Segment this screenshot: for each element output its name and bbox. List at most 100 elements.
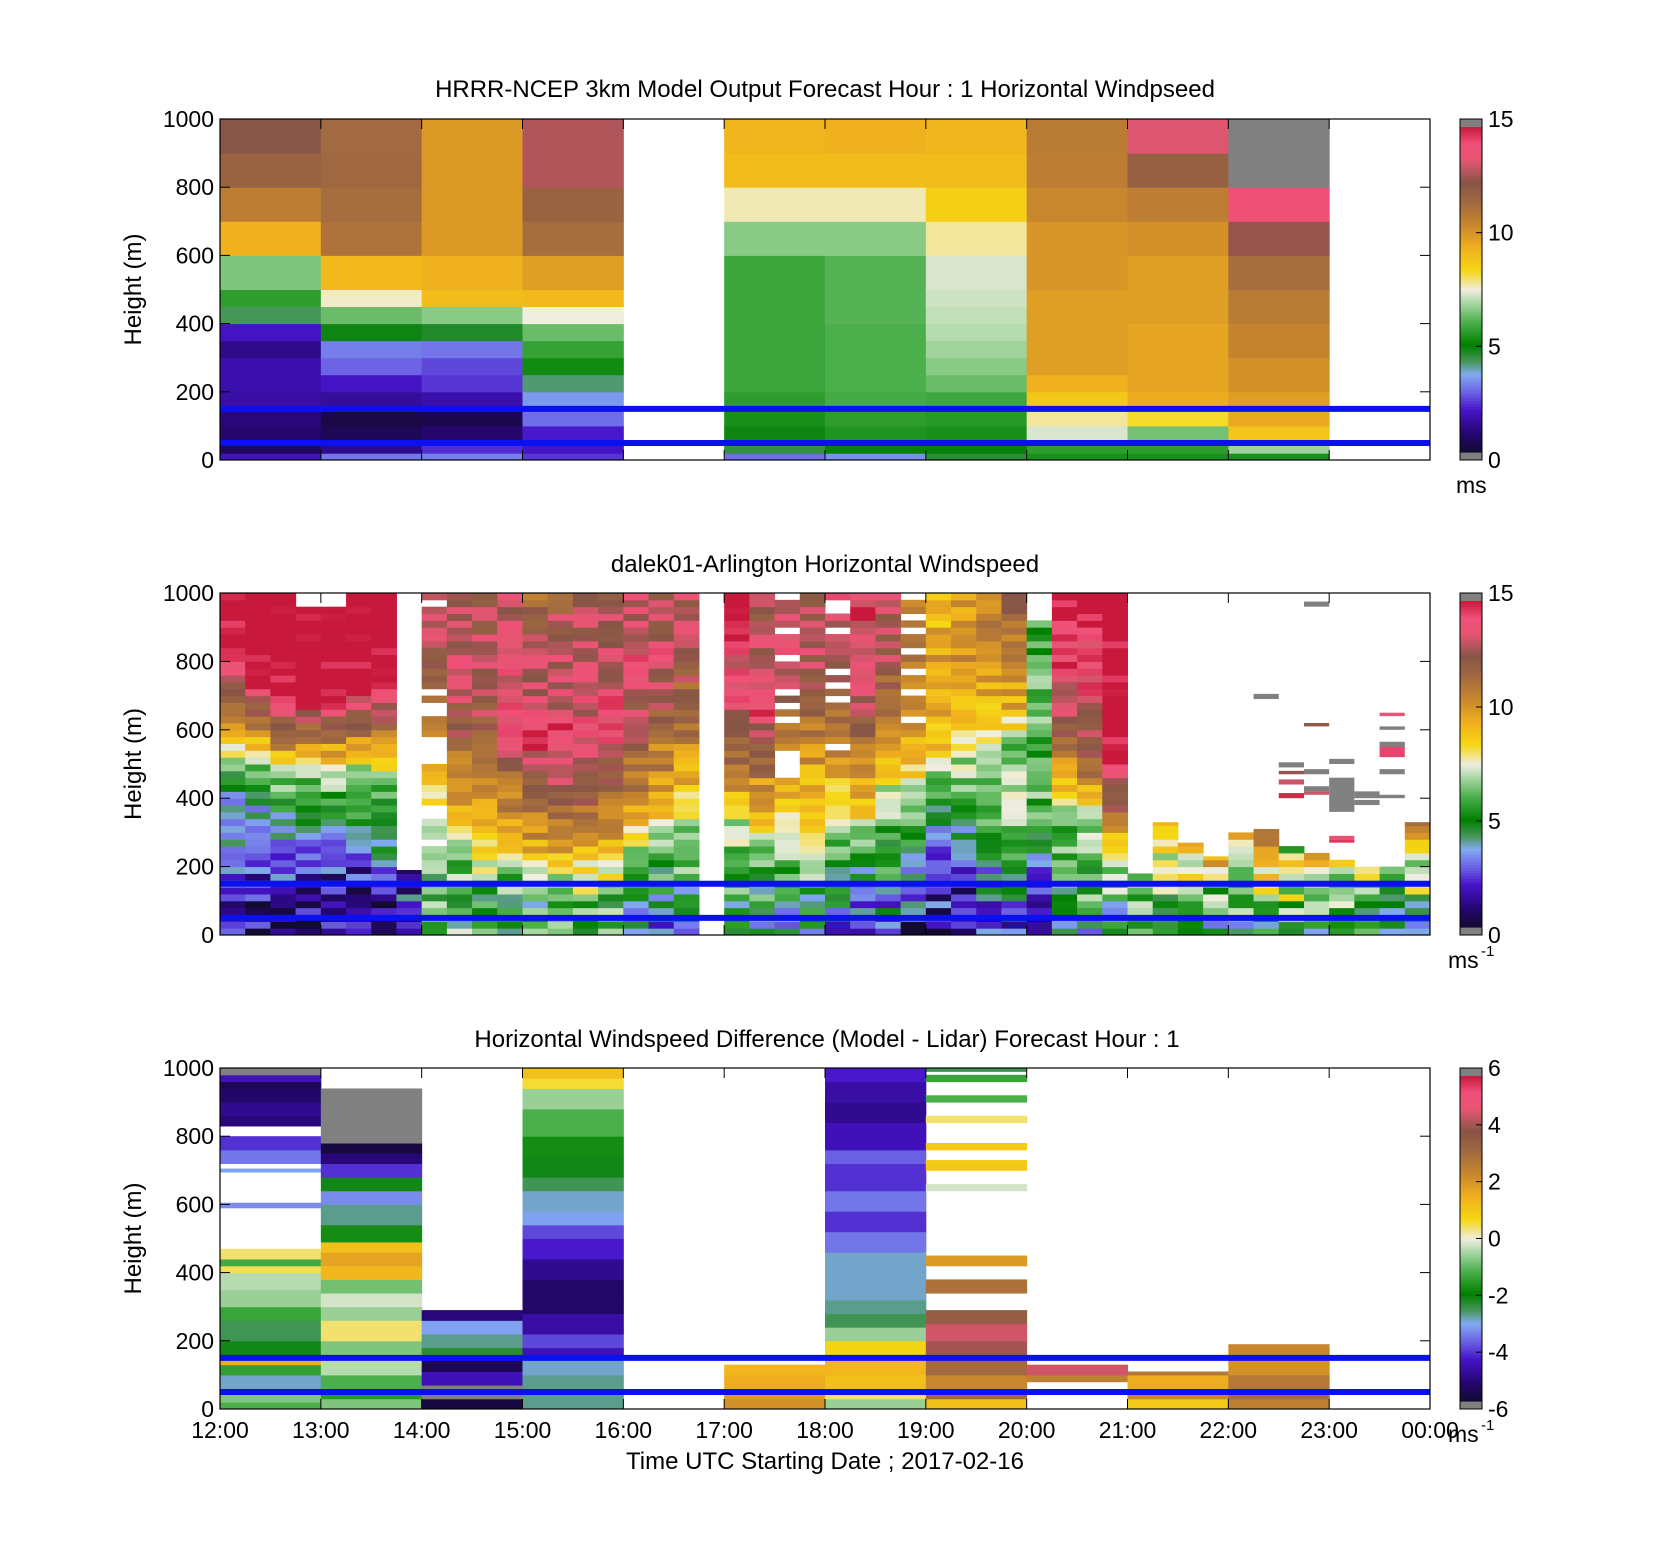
colorbar-swatch (1460, 649, 1482, 654)
heatmap-cell (522, 791, 549, 799)
heatmap-cell (472, 627, 498, 635)
heatmap-cell (673, 805, 700, 813)
x-tick-label: 15:00 (494, 1417, 552, 1443)
heatmap-cell (497, 606, 523, 615)
heatmap-cell (598, 722, 624, 731)
colorbar-swatch (1460, 723, 1482, 727)
heatmap-cell (497, 893, 523, 902)
heatmap-cell (572, 675, 599, 683)
colorbar-swatch (1460, 861, 1482, 866)
heatmap-cell (522, 675, 549, 683)
heatmap-cell (1203, 928, 1229, 935)
heatmap-cell (1051, 668, 1078, 676)
colorbar-swatch (1460, 660, 1482, 665)
heatmap-cell (220, 1364, 322, 1376)
heatmap-cell (724, 750, 750, 758)
heatmap-cell (1102, 702, 1128, 710)
heatmap-cell (270, 928, 297, 935)
heatmap-cell (1026, 907, 1053, 915)
heatmap-cell (1354, 900, 1381, 909)
heatmap-cell (421, 859, 448, 868)
heatmap-cell (245, 736, 271, 744)
heatmap-cell (724, 873, 750, 881)
colorbar-swatch (1460, 1206, 1482, 1210)
heatmap-cell (1026, 153, 1128, 188)
heatmap-cell (522, 442, 624, 454)
heatmap-cell (522, 784, 549, 792)
heatmap-cell (572, 921, 599, 929)
heatmap-cell (572, 620, 599, 628)
heatmap-cell (774, 599, 801, 608)
heatmap-cell (446, 907, 473, 915)
heatmap-cell (522, 1258, 624, 1280)
heatmap-cell (1077, 736, 1103, 744)
heatmap-cell (572, 805, 599, 813)
heatmap-cell (598, 921, 624, 929)
heatmap-cell (270, 832, 297, 840)
heatmap-cell (799, 900, 826, 909)
heatmap-cell (472, 928, 498, 935)
heatmap-cell (724, 391, 826, 410)
heatmap-cell (724, 695, 750, 703)
heatmap-cell (295, 709, 322, 717)
heatmap-cell (1177, 887, 1204, 895)
heatmap-cell (220, 791, 246, 799)
heatmap-cell (749, 928, 776, 935)
heatmap-cell (648, 798, 675, 806)
heatmap-cell (472, 675, 498, 683)
heatmap-cell (1077, 777, 1103, 786)
heatmap-cell (320, 1279, 423, 1294)
heatmap-cell (925, 408, 1028, 427)
heatmap-cell (295, 846, 322, 854)
heatmap-cell (522, 1333, 624, 1349)
heatmap-cell (572, 750, 599, 758)
colorbar-swatch (1460, 796, 1482, 800)
heatmap-cell (446, 770, 473, 779)
heatmap-cell (295, 613, 322, 621)
heatmap-cell (421, 928, 448, 935)
heatmap-cell (673, 593, 700, 601)
colorbar-swatch (1460, 197, 1482, 201)
heatmap-cell (346, 729, 372, 738)
heatmap-cell (472, 907, 498, 915)
colorbar-swatch (1460, 725, 1482, 730)
heatmap-cell (774, 893, 801, 902)
heatmap-cell (774, 805, 801, 813)
colorbar-swatch (1460, 802, 1482, 806)
heatmap-cell (371, 805, 397, 813)
heatmap-cell (925, 722, 952, 731)
heatmap-cell (270, 716, 297, 724)
heatmap-cell (598, 825, 624, 833)
heatmap-cell (900, 675, 927, 683)
heatmap-cell (371, 675, 397, 683)
heatmap-cell (346, 736, 372, 744)
colorbar-swatch (1460, 316, 1482, 320)
colorbar-swatch (1460, 717, 1482, 722)
heatmap-cell (446, 675, 473, 683)
heatmap-cell (925, 900, 952, 909)
heatmap-cell (724, 453, 826, 460)
colorbar-swatch (1460, 1260, 1482, 1264)
heatmap-cell (572, 743, 599, 751)
heatmap-cell (1051, 818, 1078, 827)
heatmap-cell (1102, 743, 1128, 751)
heatmap-cell (522, 593, 549, 601)
heatmap-cell (1001, 709, 1028, 717)
heatmap-cell (371, 839, 397, 847)
colorbar-swatch (1460, 257, 1482, 261)
heatmap-cell (446, 887, 473, 895)
heatmap-cell (724, 764, 750, 772)
heatmap-cell (421, 357, 523, 376)
heatmap-cell (1177, 859, 1204, 868)
heatmap-cell (1177, 900, 1204, 909)
heatmap-cell (446, 764, 473, 772)
heatmap-cell (220, 770, 246, 779)
heatmap-cell (421, 289, 523, 308)
heatmap-cell (1177, 866, 1204, 874)
heatmap-cell (875, 620, 902, 628)
heatmap-cell (850, 791, 876, 799)
colorbar-swatch (1460, 1233, 1482, 1237)
heatmap-cell (825, 255, 927, 325)
heatmap-cell (220, 1115, 322, 1127)
heatmap-cell (572, 681, 599, 690)
